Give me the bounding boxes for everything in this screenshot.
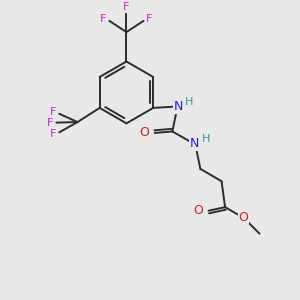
Text: F: F <box>146 14 153 24</box>
Text: O: O <box>194 204 203 217</box>
Text: F: F <box>50 107 57 117</box>
Text: N: N <box>174 100 183 113</box>
Text: F: F <box>123 2 130 12</box>
Text: F: F <box>100 14 107 24</box>
Text: H: H <box>202 134 210 144</box>
Text: O: O <box>238 211 248 224</box>
Text: F: F <box>50 129 57 139</box>
Text: H: H <box>185 97 194 107</box>
Text: O: O <box>139 126 149 140</box>
Text: F: F <box>47 118 53 128</box>
Text: N: N <box>190 137 199 150</box>
